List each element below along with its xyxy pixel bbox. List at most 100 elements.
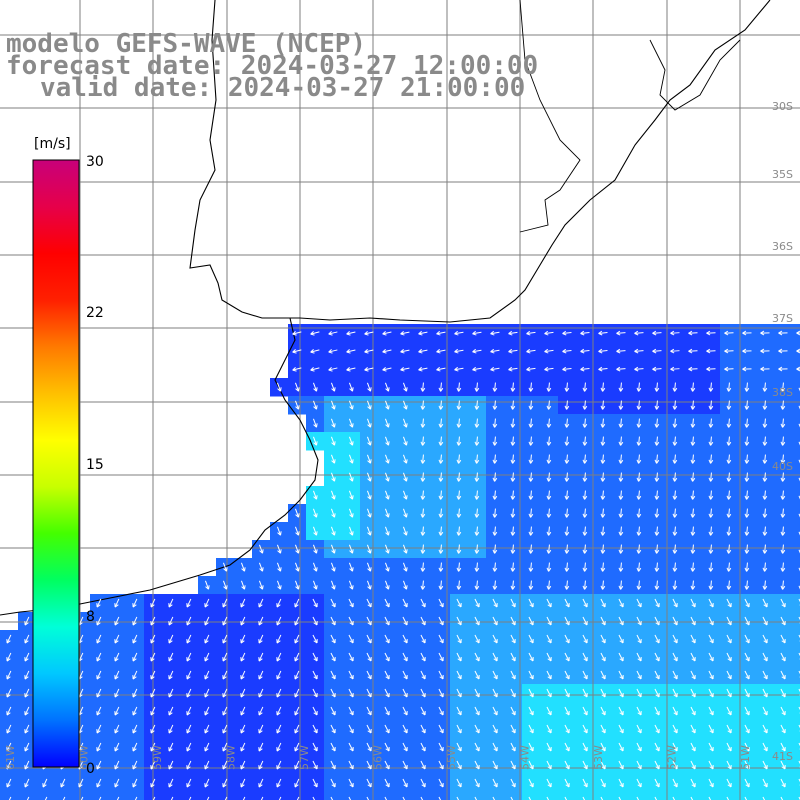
wind-arrow: [366, 400, 372, 410]
wind-arrow: [598, 366, 608, 372]
wind-arrow: [510, 472, 516, 482]
wind-arrow: [456, 526, 462, 536]
wind-arrow: [114, 724, 120, 734]
wind-arrow: [762, 382, 768, 392]
wind-arrow: [150, 598, 156, 608]
wind-arrow: [616, 366, 626, 372]
wind-arrow: [672, 544, 678, 554]
ocean-cell: [792, 630, 800, 649]
wind-arrow: [726, 454, 732, 464]
wind-arrow: [78, 778, 84, 788]
wind-arrow: [726, 436, 732, 446]
wind-arrow: [492, 778, 498, 788]
wind-arrow: [96, 616, 102, 626]
wind-arrow: [328, 349, 338, 354]
wind-arrow: [294, 652, 300, 662]
wind-arrow: [636, 526, 642, 536]
wind-arrow: [526, 348, 536, 354]
wind-arrow: [744, 652, 750, 662]
wind-arrow: [366, 454, 372, 464]
wind-arrow: [564, 526, 570, 536]
wind-arrow: [744, 706, 750, 716]
wind-arrow: [384, 796, 388, 800]
ocean-cell: [270, 792, 289, 800]
ocean-cell: [792, 360, 800, 379]
ocean-cell: [522, 792, 541, 800]
wind-arrow: [616, 330, 626, 336]
wind-arrow: [366, 508, 372, 518]
wind-arrow: [438, 670, 444, 680]
wind-arrow: [546, 472, 552, 482]
wind-arrow: [672, 688, 678, 698]
wind-arrow: [582, 526, 588, 536]
colorbar-tick-8: 8: [86, 609, 95, 625]
wind-arrow: [672, 778, 678, 788]
wind-arrow: [744, 760, 750, 770]
wind-arrow: [188, 796, 192, 800]
wind-arrow: [330, 634, 336, 644]
wind-arrow: [420, 580, 426, 590]
wind-arrow: [438, 544, 444, 554]
wind-arrow: [312, 598, 318, 608]
wind-arrow: [600, 634, 606, 644]
wind-arrow: [402, 688, 408, 698]
wind-arrow: [204, 634, 210, 644]
wind-arrow: [726, 706, 732, 716]
wind-arrow: [98, 796, 102, 800]
wind-arrow: [456, 742, 462, 752]
wind-arrow: [582, 400, 588, 410]
wind-arrow: [582, 688, 588, 698]
wind-arrow: [744, 418, 750, 428]
wind-arrow: [438, 706, 444, 716]
wind-arrow: [186, 778, 192, 788]
wind-arrow: [330, 580, 336, 590]
ocean-cell: [792, 522, 800, 541]
wind-arrow: [60, 778, 66, 788]
wind-arrow: [258, 778, 264, 788]
ocean-cell: [180, 792, 199, 800]
wind-arrow: [132, 724, 138, 734]
wind-arrow: [240, 598, 246, 608]
wind-arrow: [114, 778, 120, 788]
ocean-cell: [126, 792, 145, 800]
wind-arrow: [474, 526, 480, 536]
wind-arrow: [402, 760, 408, 770]
wind-arrow: [564, 508, 570, 518]
ocean-cell: [414, 792, 433, 800]
wind-arrow: [366, 598, 372, 608]
wind-arrow: [744, 490, 750, 500]
wind-arrow: [348, 562, 354, 572]
wind-arrow: [762, 400, 768, 410]
wind-arrow: [672, 670, 678, 680]
wind-arrow: [744, 616, 750, 626]
wind-arrow: [366, 562, 372, 572]
wind-arrow: [690, 418, 696, 428]
wind-arrow: [276, 778, 282, 788]
wind-arrow: [706, 348, 716, 354]
wind-arrow: [544, 366, 554, 372]
wind-arrow: [96, 688, 102, 698]
wind-arrow: [420, 652, 426, 662]
wind-arrow: [150, 652, 156, 662]
wind-arrow: [330, 778, 336, 788]
wind-arrow: [474, 742, 480, 752]
wind-arrow: [636, 400, 642, 410]
ocean-cell: [396, 792, 415, 800]
wind-arrow: [510, 760, 516, 770]
wind-arrow: [492, 490, 498, 500]
wind-arrow: [292, 367, 302, 372]
wind-arrow: [564, 670, 570, 680]
wind-arrow: [474, 454, 480, 464]
wind-arrow: [294, 706, 300, 716]
wind-arrow: [240, 634, 246, 644]
wind-arrow: [636, 742, 642, 752]
wind-arrow: [132, 652, 138, 662]
wind-arrow: [456, 508, 462, 518]
wind-arrow: [726, 382, 732, 392]
wind-arrow: [546, 760, 552, 770]
wind-arrow: [510, 418, 516, 428]
wind-arrow: [402, 598, 408, 608]
wind-arrow: [528, 742, 534, 752]
wind-arrow: [492, 634, 498, 644]
wind-arrow: [170, 796, 174, 800]
